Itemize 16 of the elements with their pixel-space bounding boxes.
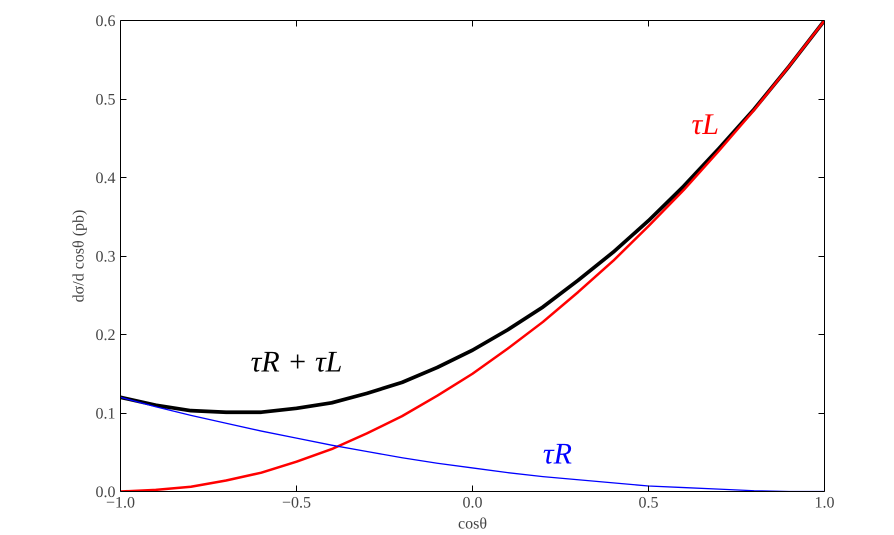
y-tick-label: 0.6 [96, 13, 116, 30]
x-tick-label: 0.5 [638, 494, 658, 512]
series-label: τL [691, 108, 719, 141]
series-label: τR + τL [250, 345, 342, 378]
y-tick-label: 0.3 [96, 248, 116, 266]
line-series [120, 20, 824, 492]
series-label: τR [542, 438, 572, 471]
y-tick-label: 0.5 [96, 92, 116, 108]
y-tick-label: 0.4 [96, 170, 116, 187]
x-tick-label: 0.0 [462, 494, 482, 512]
y-axis-title: dσ/d cosθ (pb) [70, 210, 88, 302]
y-tick-label: 0.2 [96, 327, 116, 344]
y-tick-label: 0.1 [96, 406, 116, 422]
x-axis-title: cosθ [458, 516, 488, 532]
x-tick-label: 1.0 [814, 494, 834, 512]
x-tick-label: −0.5 [282, 494, 312, 512]
